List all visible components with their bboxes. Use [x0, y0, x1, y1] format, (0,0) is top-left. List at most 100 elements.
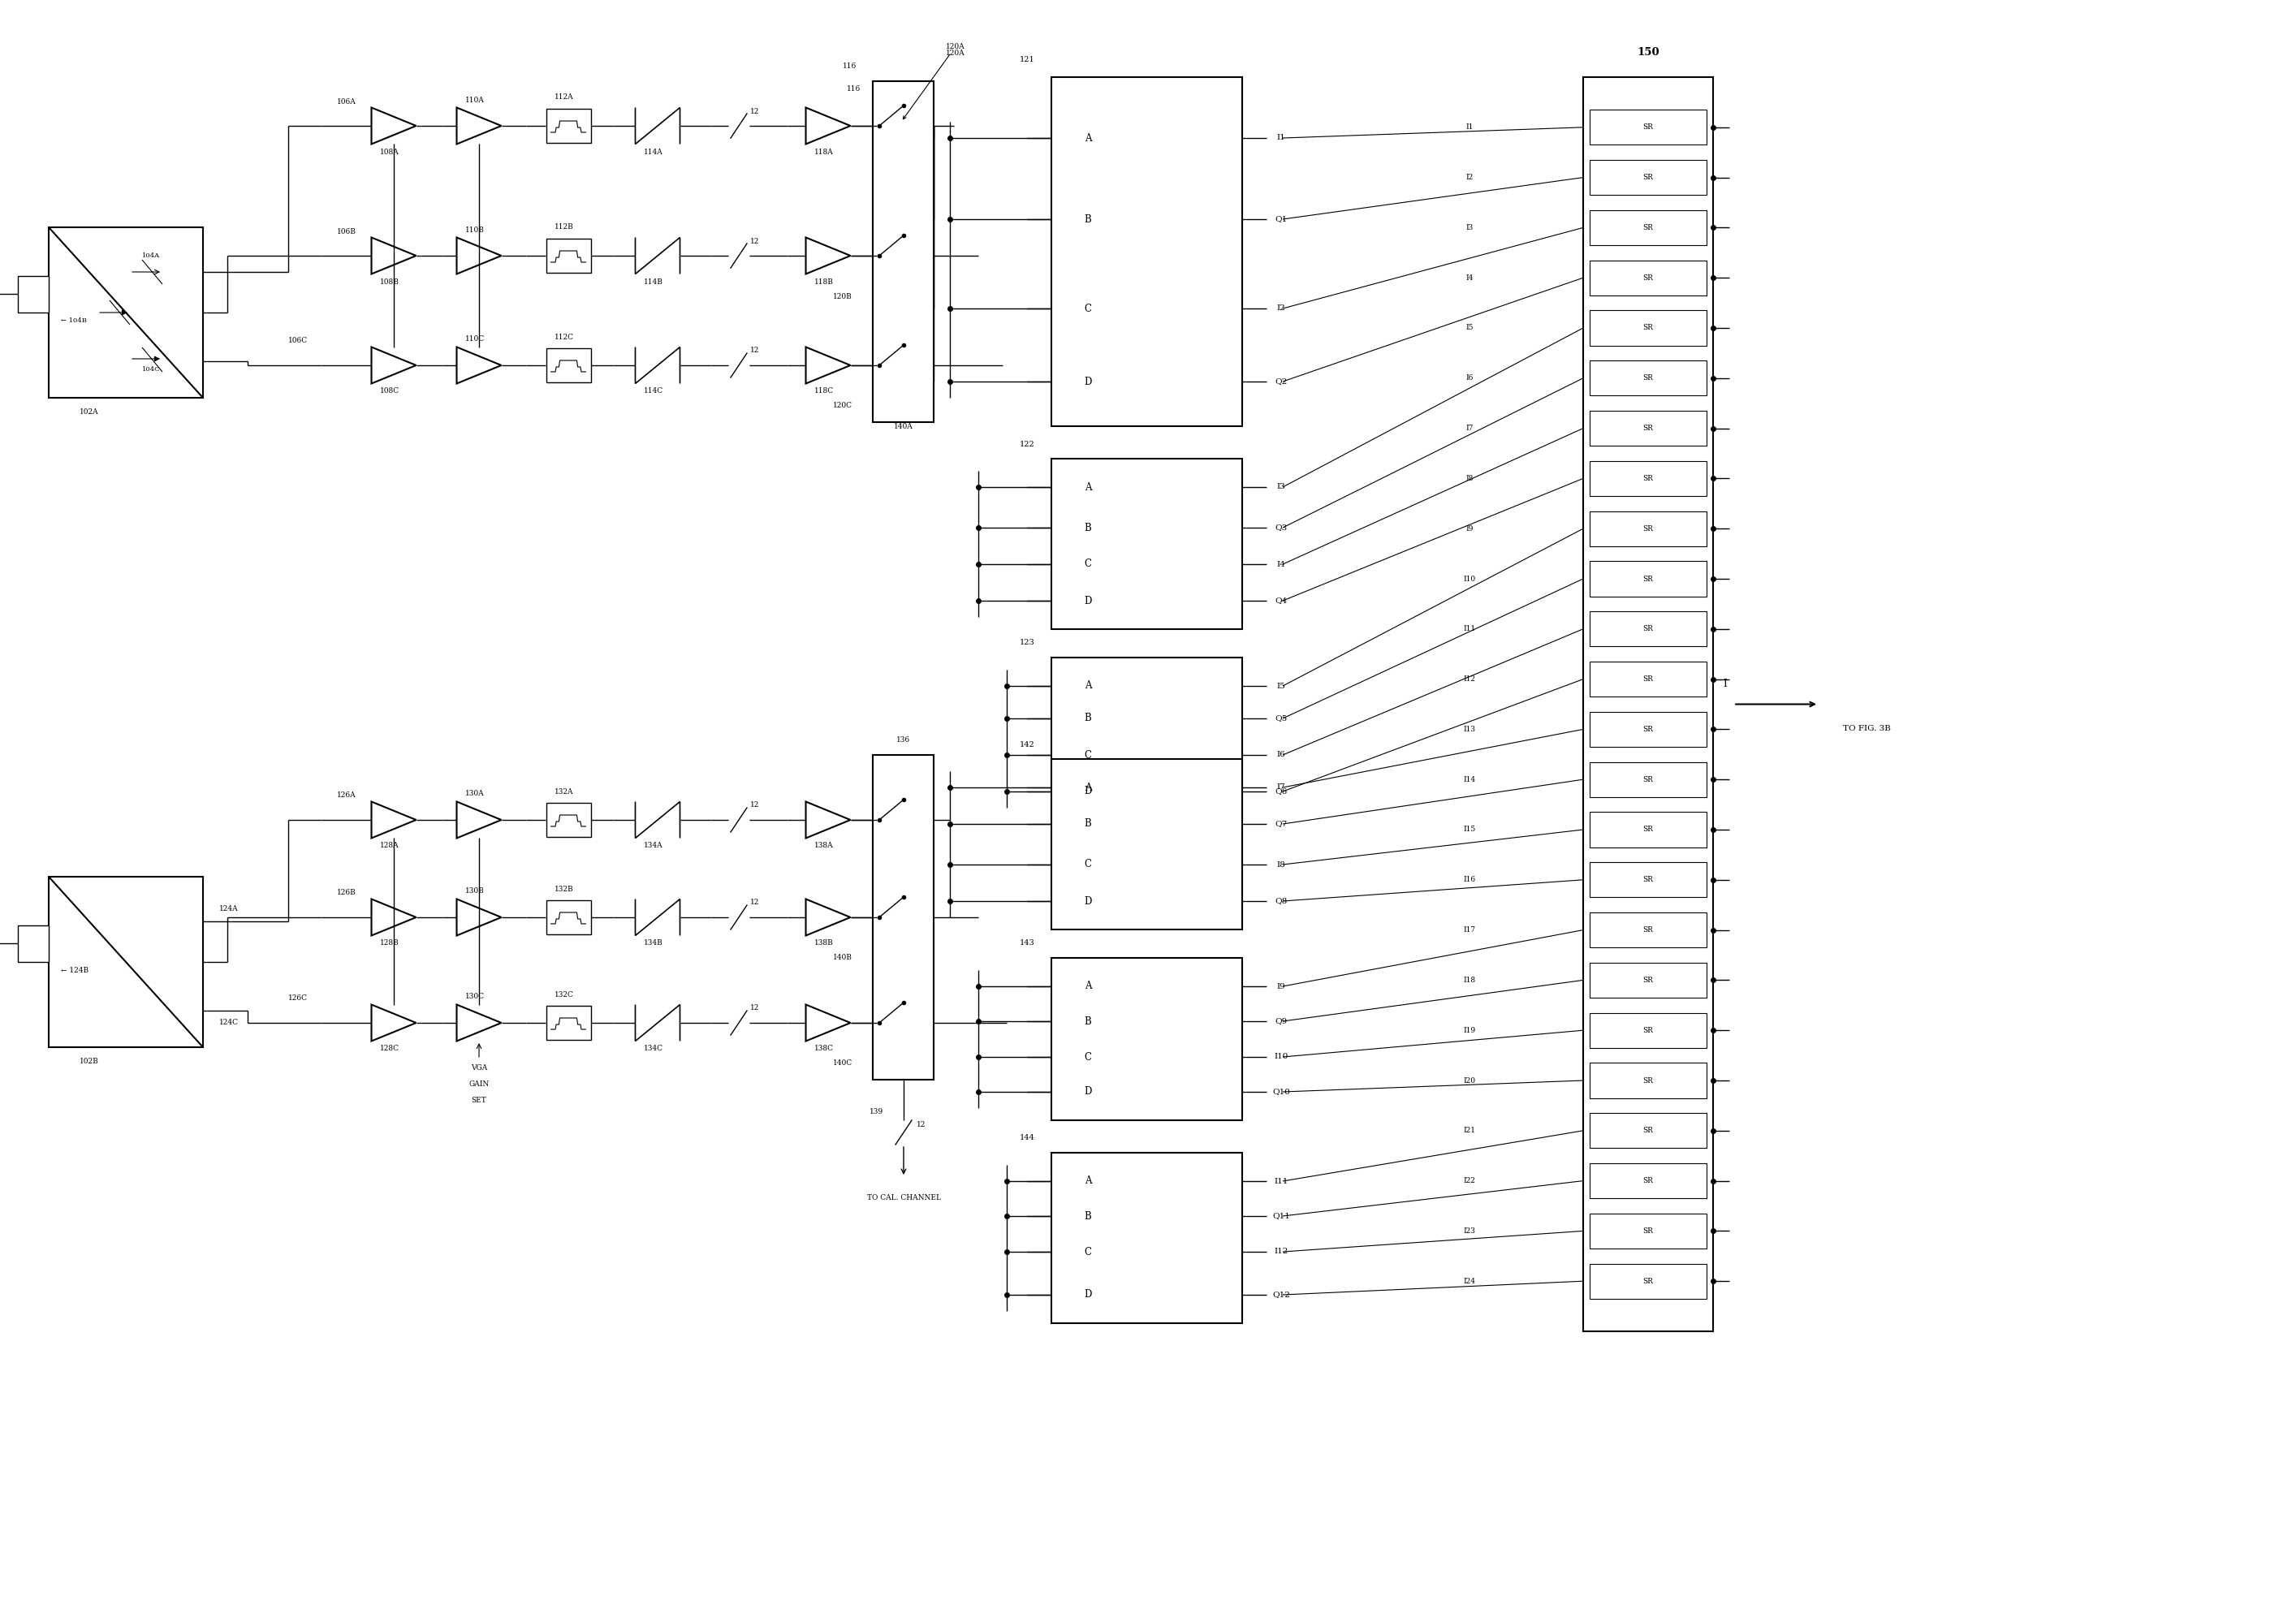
Text: 124A: 124A [218, 905, 239, 913]
Text: 114A: 114A [643, 148, 664, 155]
Text: GAIN: GAIN [468, 1081, 489, 1087]
Bar [1589, 461, 1706, 497]
Text: 134C: 134C [643, 1045, 664, 1052]
Text: 140A: 140A [893, 423, 914, 429]
Text: 138A: 138A [815, 842, 833, 850]
Text: D: D [1084, 1289, 1091, 1300]
Text: SR: SR [1644, 576, 1653, 582]
Text: 140B: 140B [833, 955, 852, 961]
Text: I21: I21 [1463, 1127, 1476, 1134]
Text: Q5: Q5 [1274, 715, 1288, 723]
Text: I4: I4 [1277, 561, 1286, 568]
Text: 102B: 102B [80, 1058, 99, 1066]
Text: I18: I18 [1463, 976, 1476, 984]
Text: B: B [1084, 819, 1091, 829]
Text: 110A: 110A [466, 97, 484, 103]
Text: A: A [1084, 681, 1091, 692]
Text: SR: SR [1644, 926, 1653, 934]
Text: SR: SR [1644, 776, 1653, 784]
Text: 130B: 130B [466, 887, 484, 895]
Text: B: B [1084, 713, 1091, 724]
Bar [48, 227, 202, 398]
Text: A: A [1084, 482, 1091, 492]
Text: D: D [1084, 1087, 1091, 1097]
Bar [546, 803, 590, 837]
Text: 12: 12 [916, 1121, 925, 1127]
Text: 110B: 110B [466, 226, 484, 234]
Text: 139: 139 [870, 1108, 884, 1116]
Text: 126C: 126C [289, 995, 308, 1002]
Polygon shape [457, 108, 501, 144]
Text: 12: 12 [751, 237, 760, 245]
Text: I9: I9 [1465, 524, 1474, 532]
Text: I9: I9 [1277, 982, 1286, 990]
Text: 116: 116 [843, 63, 856, 71]
Text: 12: 12 [751, 898, 760, 907]
Text: Q4: Q4 [1274, 597, 1288, 605]
Text: SR: SR [1644, 1127, 1653, 1134]
Text: 118A: 118A [815, 148, 833, 155]
Text: 130A: 130A [466, 790, 484, 797]
Text: Q2: Q2 [1274, 377, 1288, 386]
Polygon shape [372, 1005, 416, 1040]
Text: 12: 12 [751, 802, 760, 810]
Text: I15: I15 [1463, 826, 1476, 834]
Text: I10: I10 [1463, 576, 1476, 582]
Text: 136: 136 [898, 737, 912, 744]
Text: I19: I19 [1463, 1026, 1476, 1034]
Text: I13: I13 [1463, 726, 1476, 732]
Text: SR: SR [1644, 1227, 1653, 1234]
Text: 116: 116 [847, 85, 861, 94]
Text: 104A: 104A [142, 253, 161, 260]
Text: C: C [1084, 860, 1091, 869]
Text: I1: I1 [1277, 134, 1286, 142]
Text: I5: I5 [1277, 682, 1286, 690]
Text: 130C: 130C [466, 994, 484, 1000]
Text: 102A: 102A [80, 408, 99, 416]
Text: 120B: 120B [833, 292, 852, 300]
Text: C: C [1084, 1247, 1091, 1257]
Text: I6: I6 [1465, 374, 1474, 382]
Bar [1589, 310, 1706, 345]
Text: SR: SR [1644, 124, 1653, 131]
Polygon shape [806, 237, 850, 274]
Text: ← 104B: ← 104B [62, 318, 87, 324]
Text: SR: SR [1644, 424, 1653, 432]
Polygon shape [372, 898, 416, 936]
Text: 114B: 114B [643, 277, 664, 286]
Polygon shape [806, 347, 850, 384]
Bar [1052, 658, 1242, 819]
Text: 108B: 108B [381, 277, 400, 286]
Bar [1589, 411, 1706, 445]
Text: I7: I7 [1465, 424, 1474, 432]
Text: 126A: 126A [338, 792, 356, 798]
Text: 118C: 118C [815, 387, 833, 395]
Bar [546, 108, 590, 144]
Text: 128C: 128C [379, 1045, 400, 1052]
Bar [1589, 863, 1706, 897]
Polygon shape [457, 237, 501, 274]
Text: SR: SR [1644, 976, 1653, 984]
Text: A: A [1084, 132, 1091, 144]
Text: SR: SR [1644, 224, 1653, 231]
Bar [1589, 511, 1706, 547]
Polygon shape [372, 108, 416, 144]
Text: 106C: 106C [289, 337, 308, 345]
Text: 104C: 104C [142, 366, 161, 373]
Text: Q12: Q12 [1272, 1290, 1290, 1298]
Polygon shape [372, 347, 416, 384]
Text: I11: I11 [1274, 1177, 1288, 1186]
Text: A: A [1084, 1176, 1091, 1187]
Text: 122: 122 [1019, 440, 1035, 448]
Text: TO CAL. CHANNEL: TO CAL. CHANNEL [866, 1194, 941, 1202]
Bar [1589, 1063, 1706, 1098]
Text: I3: I3 [1465, 224, 1474, 231]
Text: 108A: 108A [381, 148, 400, 155]
Bar [1589, 110, 1706, 145]
Text: 150: 150 [1637, 47, 1660, 58]
Text: Q10: Q10 [1272, 1089, 1290, 1095]
Bar [1052, 1153, 1242, 1323]
Text: D: D [1084, 895, 1091, 907]
Text: B: B [1084, 1211, 1091, 1221]
Text: I14: I14 [1463, 776, 1476, 784]
